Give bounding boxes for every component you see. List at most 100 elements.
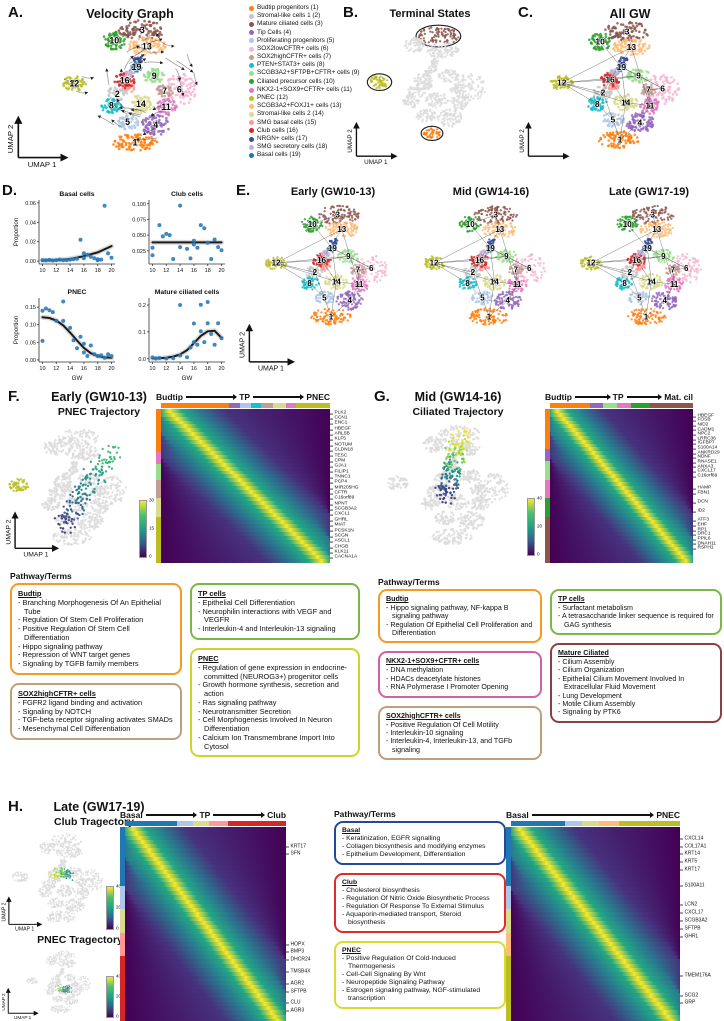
heatmap-header: Budtip TP Mat. cil	[545, 392, 693, 402]
gene-label: C16orf89	[693, 474, 717, 479]
heatmap-row	[511, 878, 680, 883]
gene-label: DCN	[693, 500, 708, 506]
legend-color-dot	[249, 136, 254, 142]
legend-item-label: SCGB3A2+SFTPB+CFTR+ cells (9)	[257, 69, 360, 77]
pathway-term: - Interleukin-4, Interleukin-13, and TGF…	[386, 737, 513, 754]
heatmap-row	[161, 455, 330, 459]
heatmap-row	[161, 458, 330, 463]
colorbar-tick: 0	[149, 553, 152, 559]
gene-label: COL17A1	[680, 844, 706, 849]
gene-label: SCGB3A2	[330, 507, 357, 513]
heatmap-row	[511, 942, 680, 947]
heatmap-row	[125, 920, 286, 926]
svg-text:Mature ciliated cells: Mature ciliated cells	[155, 289, 220, 296]
heatmap-row	[161, 466, 330, 471]
leftbar-segment	[506, 956, 511, 1021]
heatmap-row	[125, 827, 286, 832]
pathway-term: - Epithelium Development, Differentiatio…	[342, 851, 466, 859]
heatmap-row	[161, 443, 330, 448]
pathway-boxes-f-col1: Budtip - Branching Morphogenesis Of An Ep…	[10, 583, 182, 740]
pathway-box: Club - Cholesterol biosynthesis - Regulati…	[334, 873, 506, 934]
heatmap-row	[161, 428, 330, 433]
legend-item-label: Club cells (16)	[257, 126, 298, 134]
heatmap-row	[125, 839, 286, 845]
heatmap-row	[550, 424, 693, 429]
pathway-term: - Positive Regulation Of Cell Motility	[386, 720, 499, 729]
svg-text:13: 13	[627, 42, 637, 52]
svg-text:2: 2	[115, 89, 120, 99]
heatmap-row	[161, 462, 330, 467]
heatmap-body: PLK2 CCN1 ENC1 HBEGF ARL5B KLF5 NOTUM CLDN18 TES…	[156, 409, 366, 563]
heatmap-row	[511, 873, 680, 879]
legend-item: Ciliated precursor cells (10)	[249, 78, 399, 85]
heatmap-row	[550, 420, 693, 425]
gene-tick-icon	[330, 429, 333, 431]
gene-label: KLF5	[330, 437, 346, 443]
gene-label: DHCR24	[286, 957, 311, 963]
colorbar-tick: 0	[116, 925, 119, 931]
heatmap-row	[125, 890, 286, 896]
gene-tick-icon	[330, 504, 333, 506]
heatmap-row	[550, 547, 693, 552]
heatmap-row	[550, 474, 693, 479]
panel-g-subtitle: Ciliated Trajectory	[412, 406, 504, 418]
svg-text:13: 13	[142, 42, 152, 52]
topbar-segment	[272, 403, 287, 408]
trajectory-arrow-icon	[213, 811, 265, 819]
gene-tick-icon	[330, 423, 333, 425]
heatmap-row	[550, 535, 693, 540]
pathway-term: - Ras signaling pathway	[198, 697, 277, 707]
gene-tick-icon	[680, 975, 683, 977]
colorbar-tick: 15	[149, 525, 155, 531]
heatmap-row	[161, 416, 330, 421]
heatmap-row	[161, 439, 330, 444]
pathway-header-h: Pathway/Terms	[334, 809, 396, 819]
heatmap-header: Basal PNEC	[506, 810, 680, 820]
svg-text:16: 16	[191, 366, 197, 372]
svg-text:20: 20	[108, 268, 114, 274]
gene-label: KRT14	[680, 851, 700, 857]
gene-tick-icon	[693, 476, 696, 478]
gene-label: SCGB3A2	[680, 918, 708, 924]
colorbar-tick-labels: 40 20 0	[535, 496, 549, 557]
heatmap-row	[511, 929, 680, 934]
gene-label: GHRL	[330, 518, 348, 523]
svg-text:3: 3	[140, 25, 145, 35]
gene-tick-icon	[330, 536, 333, 538]
pathway-term: - Branching Morphogenesis Of An Epitheli…	[18, 598, 161, 616]
heatmap-body: CXCL14 COL17A1 KRT14 KRT5 KRT17 S100A11 LCN2 CX…	[506, 827, 724, 1021]
pathway-box-title: Basal	[342, 827, 361, 834]
topbar-segment	[650, 403, 693, 408]
topbar-segment	[208, 821, 229, 826]
gene-label: SFTPB	[286, 989, 307, 994]
leftbar-segment	[506, 932, 511, 957]
heatmap-row	[550, 455, 693, 459]
legend-color-dot	[249, 22, 254, 28]
gene-label: FILIP1	[330, 469, 349, 475]
gene-label: PCSK1N	[330, 528, 354, 534]
svg-text:14: 14	[67, 268, 73, 274]
svg-text:1: 1	[618, 134, 623, 144]
svg-text:6: 6	[177, 84, 182, 94]
leftbar-segment	[156, 498, 161, 517]
svg-text:16: 16	[191, 268, 197, 274]
trajectory-arrow-icon	[574, 393, 611, 401]
pathway-term: - Cholesterol biosynthesis	[342, 887, 420, 895]
gene-label: GHRL	[680, 934, 698, 939]
svg-text:10: 10	[109, 36, 119, 46]
pathway-box: Budtip - Hippo signaling pathway, NF-kapp…	[378, 589, 542, 644]
gene-tick-icon	[693, 457, 696, 459]
gene-tick-icon	[330, 450, 333, 452]
heatmap-row	[511, 920, 680, 926]
svg-text:0.05: 0.05	[25, 340, 36, 346]
svg-text:7: 7	[162, 86, 167, 96]
gene-tick-icon	[693, 502, 696, 504]
pathway-box-title: SOX2highCFTR+ cells	[386, 711, 461, 720]
legend-item-label: SOX2highCFTR+ cells (7)	[257, 53, 332, 61]
gene-tick-icon	[693, 462, 696, 464]
pathway-box: PNEC - Positive Regulation Of Cold-Induce…	[334, 941, 506, 1010]
heatmap-row	[550, 489, 693, 494]
pathway-term: - Motile Cilium Assembly	[558, 699, 636, 708]
svg-text:Proportion: Proportion	[13, 217, 20, 246]
